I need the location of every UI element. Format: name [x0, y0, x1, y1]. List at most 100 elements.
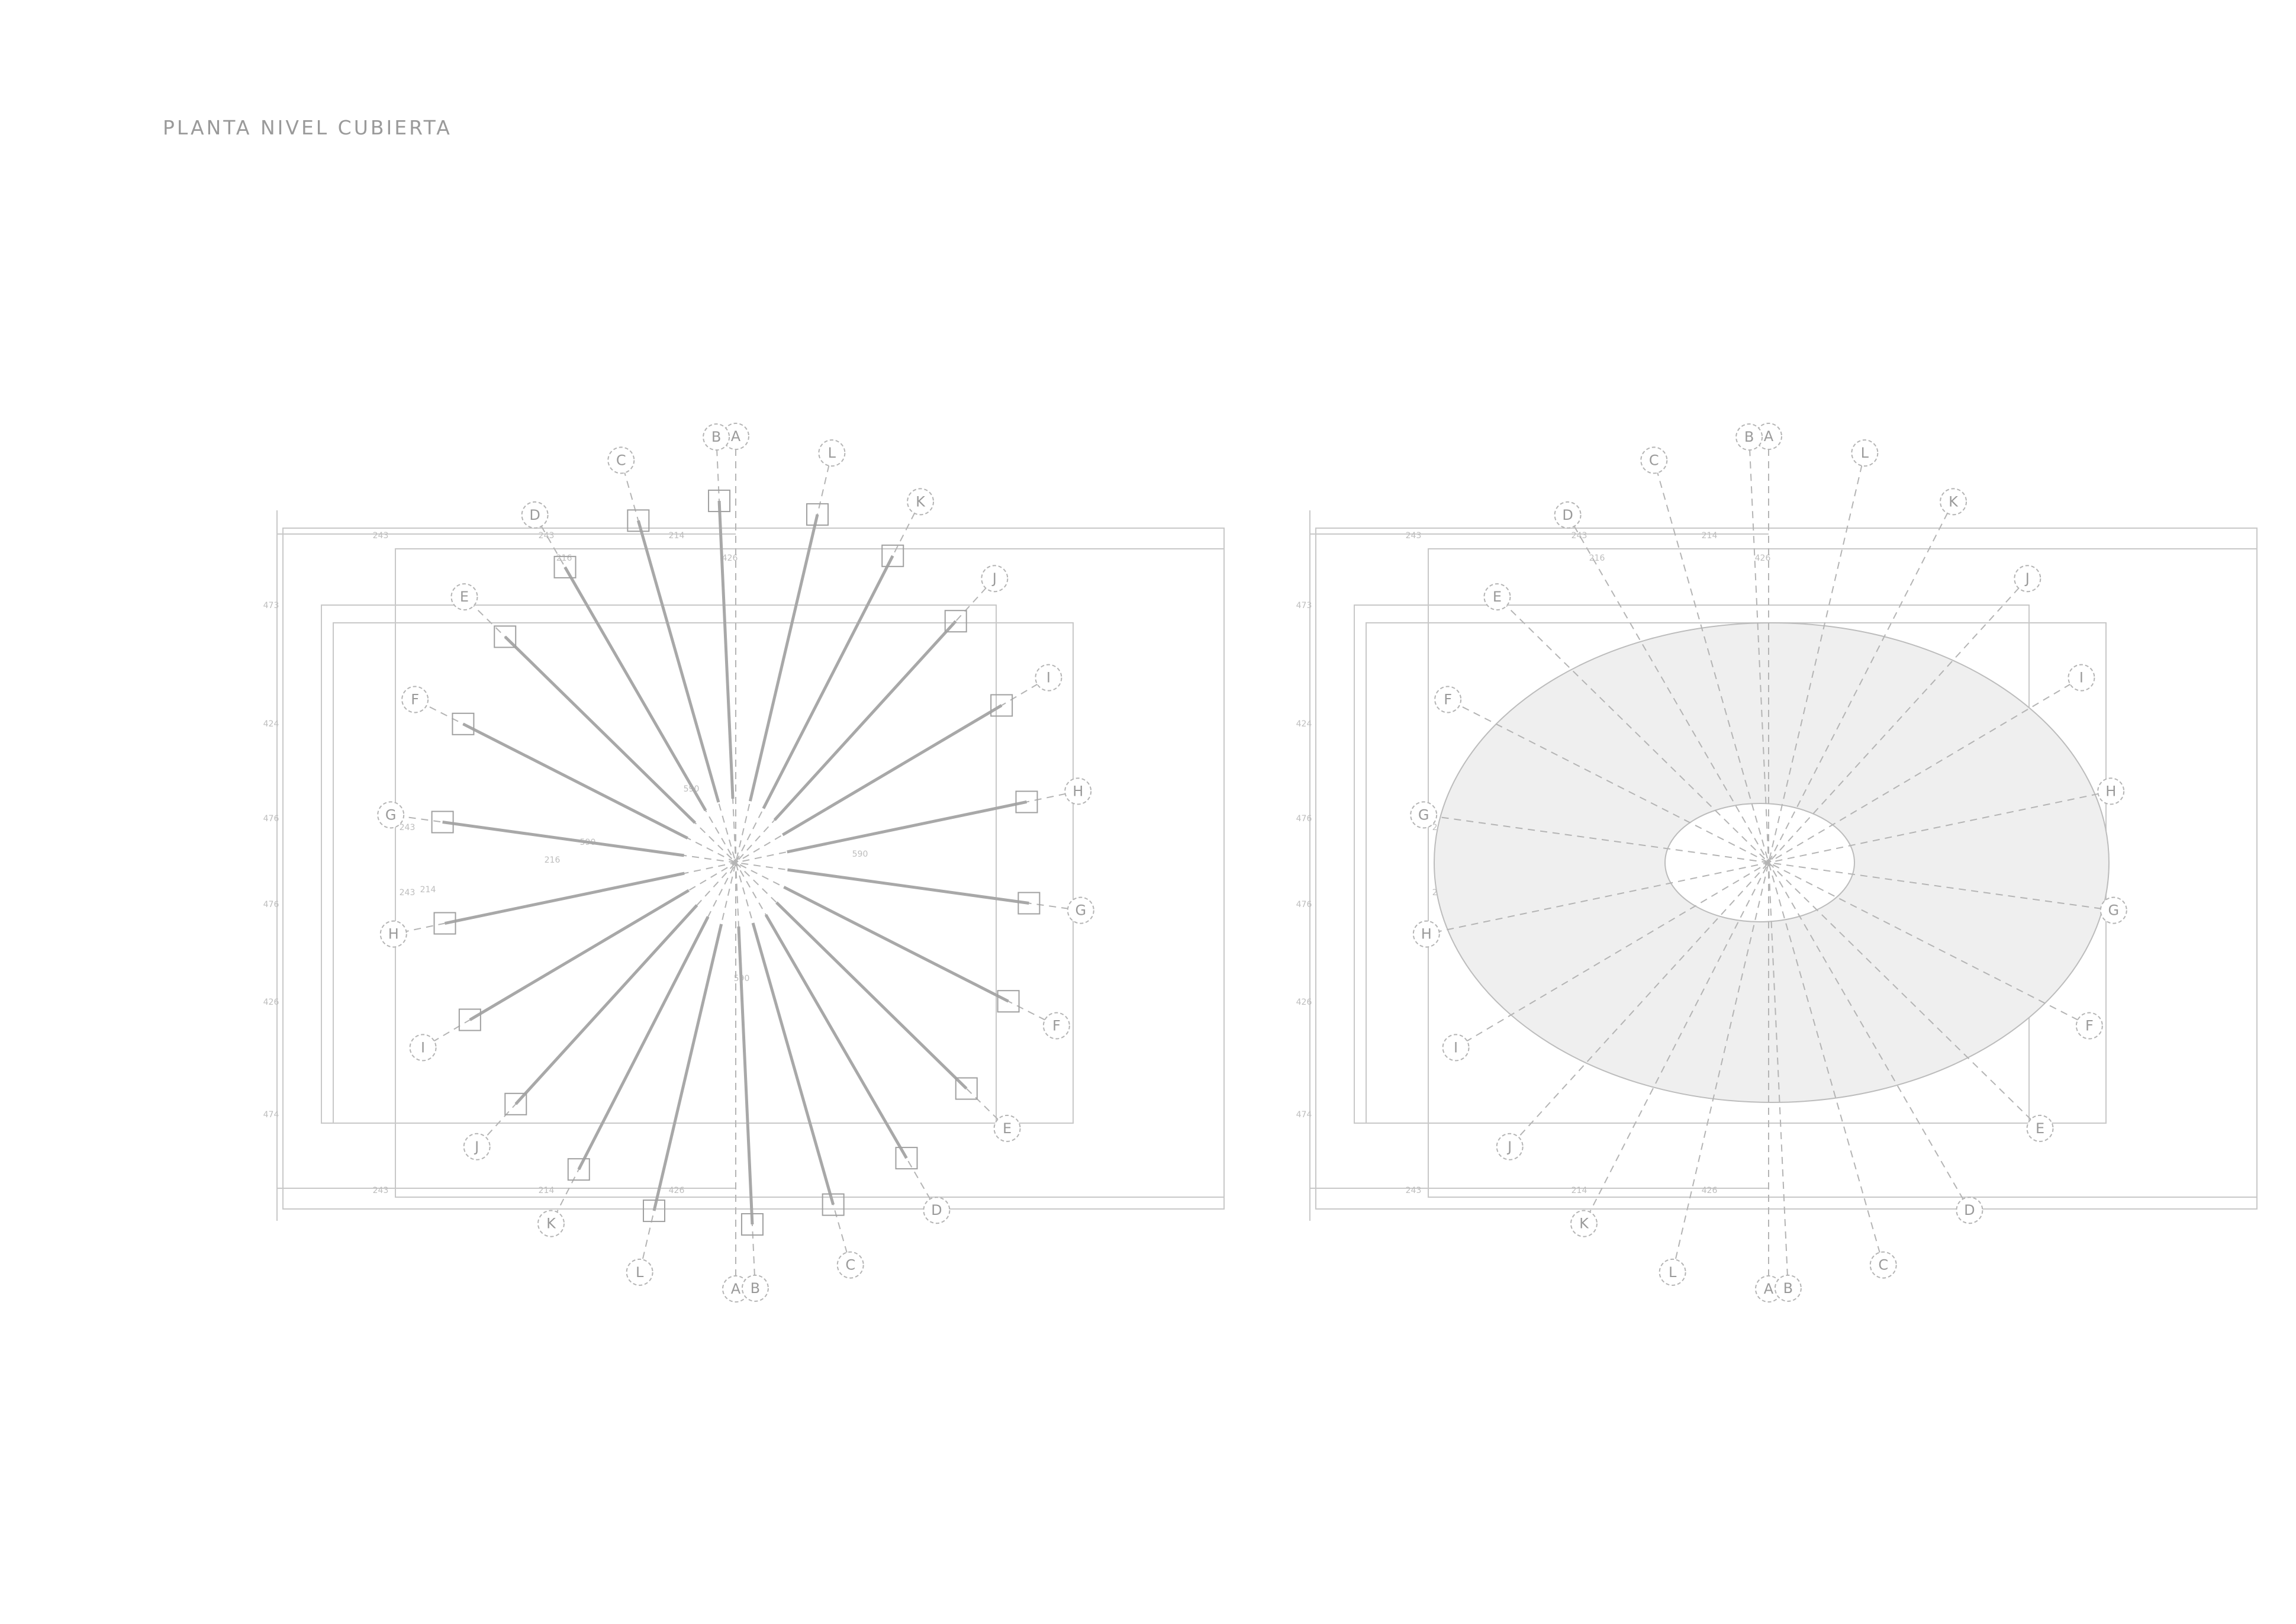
axis-tag-circle: [409, 1034, 437, 1062]
dimension-label: 243: [1406, 1186, 1422, 1195]
axis-tag-circle: [379, 920, 407, 948]
axis-tag-circle: [401, 686, 429, 713]
axis-tag-circle: [1869, 1251, 1897, 1279]
axis-tag-circle: [1640, 446, 1668, 474]
axis-tag-circle: [521, 501, 549, 529]
roof-opening: [1664, 803, 1855, 922]
dimension-label: 216: [556, 554, 572, 563]
column: [806, 503, 829, 526]
axis-tag: B: [1783, 1280, 1793, 1297]
axis-tag: F: [1444, 691, 1452, 708]
column: [1017, 892, 1041, 915]
axis-tag-circle: [1067, 896, 1094, 924]
dimension-label: 243: [1406, 531, 1422, 541]
column: [740, 1213, 764, 1236]
axis-tag-circle: [1442, 1034, 1470, 1062]
axis-tag-circle: [1064, 777, 1092, 805]
column: [708, 489, 731, 512]
dimension-label: 243: [539, 531, 555, 541]
sheet-title: PLANTA NIVEL CUBIERTA: [163, 116, 452, 139]
axis-tag-circle: [377, 801, 405, 829]
axis-tag-circle: [1496, 1133, 1524, 1160]
axis-tag-circle: [1851, 439, 1879, 467]
axis-tag: J: [1506, 1139, 1512, 1155]
dimension-label: 476: [263, 900, 279, 909]
roof-beam: [787, 868, 1029, 905]
column: [553, 555, 577, 578]
dimension-label: 214: [1572, 1186, 1587, 1195]
column: [627, 509, 650, 532]
roof-beam: [781, 704, 1003, 837]
dimension-label: 214: [1702, 531, 1718, 541]
roof-beam: [775, 901, 968, 1090]
axis-tag: D: [1964, 1202, 1975, 1218]
axis-tag: B: [1744, 429, 1754, 445]
axis-tag: J: [474, 1139, 479, 1155]
axis-tag: E: [2036, 1120, 2044, 1137]
axis-tag: L: [1669, 1264, 1677, 1281]
axis-line: [1583, 501, 1954, 1224]
dimension-label: 590: [852, 850, 868, 859]
axis-tag: C: [845, 1257, 855, 1274]
axis-tag: D: [529, 507, 540, 523]
roof-beam: [563, 566, 707, 812]
axis-tag-circle: [836, 1251, 864, 1279]
axis-tag-circle: [981, 565, 1009, 593]
axis-tag: B: [751, 1280, 760, 1297]
roof-beam: [462, 722, 688, 840]
axis-tag: F: [411, 691, 419, 708]
axis-line: [1653, 460, 1884, 1265]
roof-beam: [783, 886, 1009, 1003]
radial-axes: A A L L K K J J I I H H G G F F E E D D C C B B: [1410, 423, 2127, 1303]
axis-tag: D: [931, 1202, 942, 1218]
dimension-label: 243: [1572, 531, 1587, 541]
roof-beam: [504, 635, 696, 824]
dimension-label: 214: [420, 885, 436, 895]
axis-tag: I: [2079, 670, 2084, 686]
axis-tag: D: [1562, 507, 1573, 523]
roof-beam: [469, 889, 690, 1021]
axis-tag-circle: [1659, 1258, 1686, 1286]
dimension-label: 243: [373, 531, 389, 541]
axis-tag-circle: [1035, 664, 1062, 692]
roof-beam: [773, 620, 957, 821]
dimension-label: 424: [1296, 719, 1312, 729]
roof-beam: [737, 926, 754, 1225]
axis-tag-circle: [1774, 1274, 1802, 1302]
axis-tag: G: [1418, 806, 1429, 823]
axis-tag: L: [828, 445, 836, 461]
column: [944, 610, 967, 633]
roof-beam: [762, 555, 894, 809]
axis-tag-circle: [537, 1210, 565, 1237]
axis-tag: C: [1878, 1257, 1888, 1274]
top-dimension-box: [1428, 548, 2258, 1198]
column: [452, 712, 475, 735]
axis-tag-circle: [923, 1197, 951, 1224]
axis-tag-circle: [907, 488, 935, 516]
axis-tag-circle: [626, 1258, 653, 1286]
column: [822, 1193, 845, 1216]
column: [895, 1147, 918, 1170]
axis-tag: I: [1454, 1039, 1458, 1056]
axis-tag-circle: [463, 1133, 491, 1160]
dimension-label: 214: [669, 531, 685, 541]
axis-tag: J: [991, 570, 997, 587]
dimension-label: 426: [722, 554, 738, 563]
plan-roof: 243 243 214 243 214 426 216 426 473 424 476 476 426 4…: [1296, 423, 2258, 1303]
axis-tag-circle: [1483, 583, 1511, 611]
inner-frame-2: [333, 622, 1074, 1124]
axis-tag: H: [2105, 783, 2116, 799]
axis-tag: K: [1579, 1215, 1589, 1232]
axis-tag-circle: [2099, 896, 2127, 924]
column: [504, 1092, 527, 1115]
column: [642, 1199, 665, 1223]
axis-tag: K: [1949, 493, 1959, 510]
axis-tag: E: [1003, 1120, 1012, 1137]
column: [458, 1008, 481, 1031]
axis-tag: E: [1493, 589, 1502, 605]
roof-beam: [442, 821, 684, 857]
dimension-label: 426: [669, 1186, 685, 1195]
roof-beam: [652, 924, 723, 1211]
dimension-label: 424: [263, 719, 279, 729]
